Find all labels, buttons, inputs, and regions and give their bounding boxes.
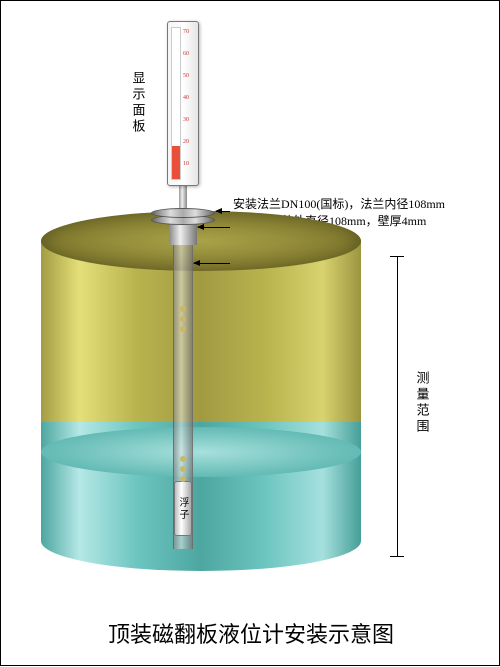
float: 浮子 xyxy=(174,481,192,536)
scale-mark: 40 xyxy=(183,95,197,101)
connector-stem xyxy=(179,186,187,210)
scale-mark: 60 xyxy=(183,51,197,57)
arrow-to-flange-1 xyxy=(216,211,230,212)
display-panel-label: 显示面板 xyxy=(129,71,147,135)
flange-top xyxy=(151,208,215,218)
arrow-to-flange-2 xyxy=(198,227,230,228)
range-label: 测量范围 xyxy=(413,371,431,435)
float-dot xyxy=(180,466,186,472)
tank-gas-region xyxy=(41,241,361,452)
tank-body xyxy=(41,241,361,571)
float-dot xyxy=(180,326,186,332)
flange-note-1: 安装法兰DN100(国标)，法兰内径108mm xyxy=(233,196,445,212)
diagram-canvas: 70 60 50 40 30 20 10 显示面板 安装法兰DN100(国标)，… xyxy=(1,1,500,667)
liquid-surface xyxy=(41,427,361,477)
arrow-to-guide-tube xyxy=(194,263,230,264)
display-panel: 70 60 50 40 30 20 10 xyxy=(161,21,205,186)
tank-bottom xyxy=(41,511,361,571)
float-dot xyxy=(180,476,186,482)
scale-mark: 30 xyxy=(183,117,197,123)
scale-mark: 20 xyxy=(183,139,197,145)
scale-mark: 10 xyxy=(183,161,197,167)
range-bracket-line xyxy=(397,256,398,556)
float-dot xyxy=(180,306,186,312)
diagram-caption: 顶装磁翻板液位计安装示意图 xyxy=(1,617,500,649)
float-dot xyxy=(180,316,186,322)
range-tick-bottom xyxy=(390,556,404,557)
scale-mark: 70 xyxy=(183,29,197,35)
tank xyxy=(41,241,361,571)
scale-indicator-strip xyxy=(171,27,181,180)
scale-mark: 50 xyxy=(183,73,197,79)
float-dot xyxy=(180,456,186,462)
